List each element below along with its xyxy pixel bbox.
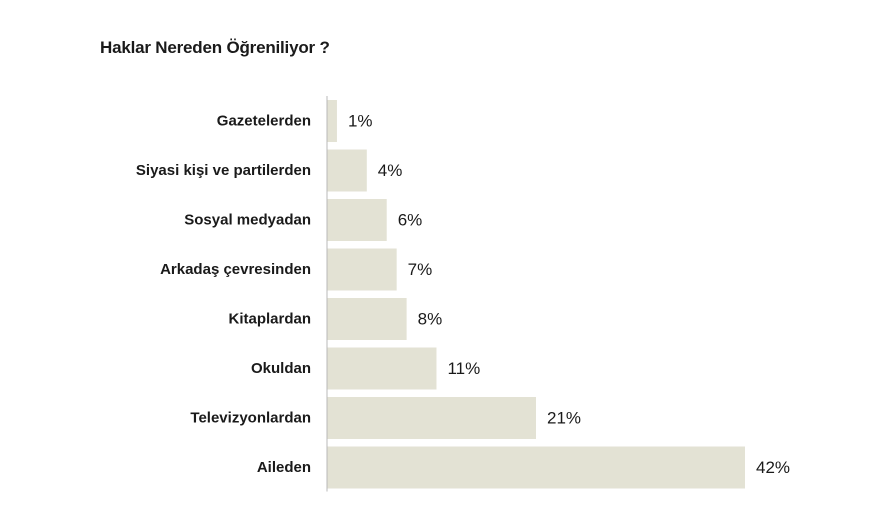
bar-televizyonlardan xyxy=(327,397,536,439)
value-label-aileden: 42% xyxy=(756,458,790,477)
category-label-arkadas-cevresinden: Arkadaş çevresinden xyxy=(160,261,311,278)
category-label-sosyal-medyadan: Sosyal medyadan xyxy=(184,212,311,229)
bar-aileden xyxy=(327,446,745,489)
value-label-okuldan: 11% xyxy=(447,359,480,378)
value-label-siyasi-kisi-ve-partilerden: 4% xyxy=(378,161,403,180)
category-label-gazetelerden: Gazetelerden xyxy=(217,113,311,130)
value-label-kitaplardan: 8% xyxy=(418,310,443,329)
chart-title: Haklar Nereden Öğreniliyor ? xyxy=(100,38,330,57)
value-label-televizyonlardan: 21% xyxy=(547,409,581,428)
category-label-okuldan: Okuldan xyxy=(251,360,311,377)
bar-gazetelerden xyxy=(327,100,337,142)
category-label-kitaplardan: Kitaplardan xyxy=(228,311,311,328)
value-label-sosyal-medyadan: 6% xyxy=(398,211,423,230)
value-label-arkadas-cevresinden: 7% xyxy=(408,260,433,279)
category-label-siyasi-kisi-ve-partilerden: Siyasi kişi ve partilerden xyxy=(136,162,311,179)
bar-sosyal-medyadan xyxy=(327,199,387,241)
bar-kitaplardan xyxy=(327,298,407,340)
bar-siyasi-kisi-ve-partilerden xyxy=(327,149,367,192)
category-label-televizyonlardan: Televizyonlardan xyxy=(190,410,311,427)
bars-layer: Gazetelerden 1% Siyasi kişi ve partilerden… xyxy=(136,100,790,489)
bar-okuldan xyxy=(327,347,437,390)
category-label-aileden: Aileden xyxy=(257,459,311,476)
value-label-gazetelerden: 1% xyxy=(348,112,373,131)
bar-arkadas-cevresinden xyxy=(327,248,397,291)
